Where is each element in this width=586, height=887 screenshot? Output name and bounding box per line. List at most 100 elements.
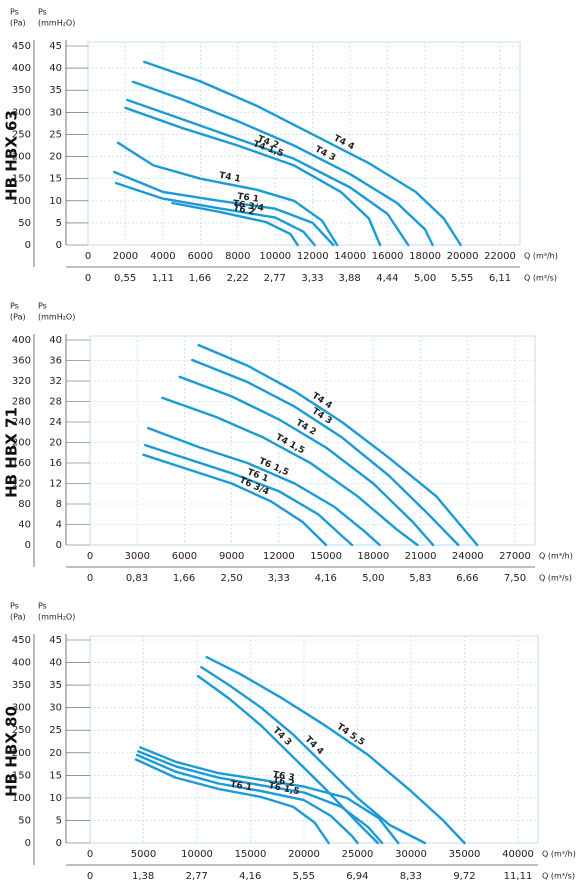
y-axis-label: Ps bbox=[10, 8, 19, 17]
y-tick-label: 50 bbox=[18, 815, 31, 826]
curve bbox=[142, 453, 328, 547]
x2-tick-label: 0 bbox=[87, 573, 93, 584]
curve bbox=[135, 753, 359, 845]
curve bbox=[205, 655, 466, 845]
x2-tick-label: 8,33 bbox=[400, 871, 422, 882]
x-tick-label: 6000 bbox=[172, 551, 197, 562]
curve bbox=[191, 358, 460, 547]
x2-tick-label: 0,83 bbox=[126, 573, 148, 584]
y-tick-label: 450 bbox=[12, 41, 31, 52]
x2-tick-label: 4,44 bbox=[376, 273, 398, 284]
y2-tick-label: 12 bbox=[49, 479, 62, 490]
y-tick-label: 400 bbox=[12, 658, 31, 669]
x-tick-label: 27000 bbox=[499, 551, 531, 562]
y-tick-label: 0 bbox=[25, 240, 31, 251]
y2-tick-label: 15 bbox=[49, 770, 62, 781]
y2-tick-label: 40 bbox=[49, 63, 62, 74]
x2-tick-label: 9,72 bbox=[453, 871, 475, 882]
y-axis-label: Ps bbox=[10, 302, 19, 311]
x2-tick-label: 6,66 bbox=[456, 573, 478, 584]
x2-tick-label: 6,94 bbox=[346, 871, 368, 882]
y-tick-label: 400 bbox=[12, 63, 31, 74]
y2-tick-label: 20 bbox=[49, 748, 62, 759]
x-tick-label: 15000 bbox=[235, 849, 267, 860]
x2-tick-label: 5,55 bbox=[451, 273, 473, 284]
x-tick-label: 0 bbox=[85, 251, 91, 262]
y2-tick-label: 30 bbox=[49, 107, 62, 118]
y2-tick-label: 10 bbox=[49, 196, 62, 207]
y-tick-label: 240 bbox=[12, 417, 31, 428]
x2-tick-label: 7,50 bbox=[504, 573, 526, 584]
y2-tick-label: 5 bbox=[56, 815, 62, 826]
y2-tick-label: 25 bbox=[49, 129, 62, 140]
y2-tick-label: 35 bbox=[49, 85, 62, 96]
y-tick-label: 400 bbox=[12, 335, 31, 346]
x-tick-label: 15000 bbox=[310, 551, 342, 562]
x-tick-label: 20000 bbox=[288, 849, 320, 860]
x-tick-label: 18000 bbox=[409, 251, 441, 262]
x2-tick-label: 5,83 bbox=[409, 573, 431, 584]
x2-axis-label: Q (m³/s) bbox=[524, 274, 557, 283]
x-tick-label: 12000 bbox=[297, 251, 329, 262]
chart-title: HB HBX 71 bbox=[3, 407, 21, 498]
curve bbox=[124, 106, 382, 247]
y-tick-label: 200 bbox=[12, 438, 31, 449]
x-tick-label: 4000 bbox=[150, 251, 175, 262]
y2-tick-label: 4 bbox=[56, 520, 62, 531]
y-tick-label: 200 bbox=[12, 152, 31, 163]
y-tick-label: 0 bbox=[25, 540, 31, 551]
curve bbox=[114, 181, 316, 247]
x-tick-label: 2000 bbox=[113, 251, 138, 262]
y2-tick-label: 45 bbox=[49, 41, 62, 52]
y2-tick-label: 45 bbox=[49, 635, 62, 646]
x-tick-label: 25000 bbox=[342, 849, 374, 860]
x2-tick-label: 2,77 bbox=[186, 871, 208, 882]
y2-tick-label: 16 bbox=[49, 458, 62, 469]
plot-area bbox=[87, 41, 521, 246]
x2-axis-label: Q (m³/s) bbox=[542, 872, 575, 881]
y2-tick-label: 8 bbox=[56, 499, 62, 510]
curve bbox=[143, 60, 462, 247]
y-tick-label: 100 bbox=[12, 793, 31, 804]
x-tick-label: 0 bbox=[87, 849, 93, 860]
x-tick-label: 40000 bbox=[502, 849, 534, 860]
curve bbox=[178, 375, 435, 547]
x-tick-label: 16000 bbox=[372, 251, 404, 262]
x2-axis-label: Q (m³/s) bbox=[539, 574, 572, 583]
x2-tick-label: 0,55 bbox=[114, 273, 136, 284]
y-tick-label: 0 bbox=[25, 838, 31, 849]
y-axis-label: Ps bbox=[10, 602, 19, 611]
curve-label: T6 2 bbox=[272, 776, 295, 789]
curve-label: T4 1 bbox=[218, 171, 241, 185]
y-axis-label: (Pa) bbox=[10, 19, 26, 28]
y-tick-label: 100 bbox=[12, 196, 31, 207]
curve bbox=[197, 343, 479, 547]
chart-title: HB HBX 80 bbox=[3, 706, 21, 797]
x2-tick-label: 5,00 bbox=[414, 273, 436, 284]
y-tick-label: 300 bbox=[12, 703, 31, 714]
curve-label: T6 2 bbox=[232, 203, 255, 217]
y2-tick-label: 36 bbox=[49, 356, 62, 367]
y2-tick-label: 5 bbox=[56, 218, 62, 229]
curve-label: T6 3 bbox=[272, 770, 295, 783]
y-tick-label: 280 bbox=[12, 397, 31, 408]
x2-tick-label: 5,00 bbox=[362, 573, 384, 584]
y2-tick-label: 32 bbox=[49, 376, 62, 387]
y-tick-label: 50 bbox=[18, 218, 31, 229]
y2-axis-label: Ps bbox=[38, 602, 47, 611]
x-tick-label: 24000 bbox=[452, 551, 484, 562]
curve bbox=[147, 426, 381, 547]
chart-title: HB HBX 63 bbox=[3, 110, 21, 201]
curve bbox=[113, 170, 335, 247]
y-tick-label: 80 bbox=[18, 499, 31, 510]
x2-tick-label: 5,55 bbox=[293, 871, 315, 882]
y2-axis-label: (mmH₂O) bbox=[38, 613, 75, 622]
y-tick-label: 40 bbox=[18, 520, 31, 531]
y-tick-label: 320 bbox=[12, 376, 31, 387]
y-tick-label: 150 bbox=[12, 174, 31, 185]
y2-tick-label: 30 bbox=[49, 703, 62, 714]
y-tick-label: 250 bbox=[12, 725, 31, 736]
x2-tick-label: 2,77 bbox=[264, 273, 286, 284]
x-axis-label: Q (m³/h) bbox=[539, 552, 573, 561]
